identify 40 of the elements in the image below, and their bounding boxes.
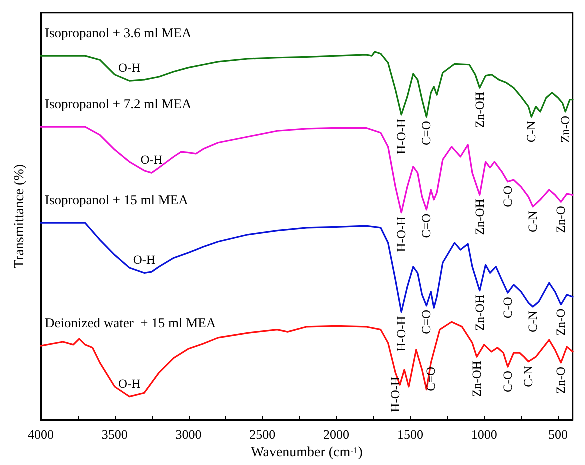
annotation: Zn-O — [554, 308, 568, 336]
annotation: O-H — [118, 61, 141, 76]
series-label: Deionized water + 15 ml MEA — [45, 316, 216, 331]
annotation: O-H — [133, 253, 156, 268]
annotation: C-O — [500, 297, 515, 319]
x-tick-label: 1500 — [397, 427, 424, 442]
annotation: C=O — [420, 310, 434, 334]
annotation: C=O — [420, 214, 434, 238]
annotation: Zn-O — [554, 366, 568, 394]
annotation: C=O — [424, 366, 438, 392]
x-tick-label: 2500 — [250, 427, 276, 442]
annotation: O-H — [140, 153, 163, 168]
annotation: C-O — [500, 186, 515, 208]
x-tick-label: 500 — [548, 427, 568, 442]
annotation: O-H — [118, 376, 141, 391]
series-label: Isopropanol + 15 ml MEA — [45, 192, 189, 208]
annotation: C-N — [526, 210, 540, 232]
annotation: C-N — [524, 121, 539, 143]
annotation: C-N — [522, 366, 536, 388]
annotation: H-O-H — [394, 216, 409, 252]
annotation: Zn-O — [554, 206, 568, 234]
annotation: Zn-OH — [472, 92, 487, 128]
annotation: H-O-H — [394, 316, 409, 352]
annotation: Zn-OH — [472, 294, 487, 331]
series-label: Isopropanol + 3.6 ml MEA — [45, 26, 192, 41]
x-tick-label: 3500 — [102, 427, 128, 442]
x-tick-label: 2000 — [324, 427, 350, 442]
annotation: C-N — [526, 311, 540, 333]
series-label: Isopropanol + 7.2 ml MEA — [45, 96, 192, 112]
y-axis-title: Transmittance (%) — [12, 164, 28, 269]
x-tick-label: 4000 — [28, 427, 54, 442]
x-tick-label: 3000 — [176, 427, 202, 442]
annotation: Zn-OH — [472, 199, 487, 236]
annotation: C=O — [420, 121, 434, 146]
annotation: H-O-H — [394, 118, 409, 154]
annotation: H-O-H — [388, 376, 403, 412]
x-tick-label: 1000 — [471, 427, 498, 442]
annotation: Zn-OH — [470, 361, 484, 398]
annotation: C-O — [500, 371, 515, 393]
annotation: Zn-O — [558, 116, 573, 144]
